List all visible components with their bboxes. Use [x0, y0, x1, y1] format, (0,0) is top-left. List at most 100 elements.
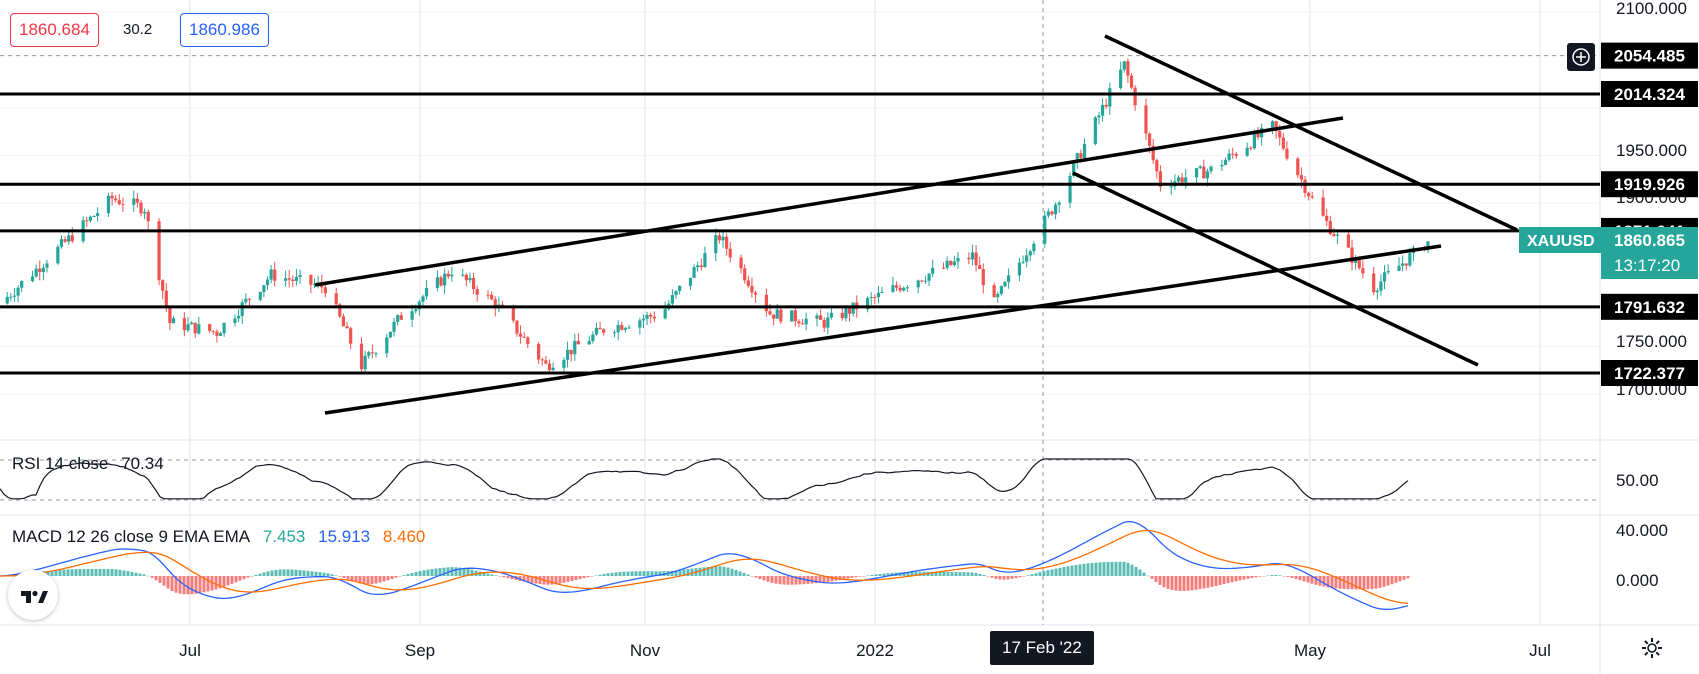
- candle-body: [1093, 117, 1097, 144]
- candle-body: [1372, 273, 1376, 293]
- ask-price[interactable]: 1860.986: [180, 13, 269, 47]
- time-axis[interactable]: Jul Sep Nov 2022 May Jul: [179, 641, 1551, 660]
- macd-histogram-bar: [362, 576, 366, 585]
- trendlines[interactable]: [314, 34, 1518, 415]
- candle-body: [410, 311, 414, 320]
- macd-histogram-bar: [786, 576, 790, 585]
- rsi-legend[interactable]: RSI 14 close 70.34: [12, 454, 172, 474]
- macd-histogram-bar: [106, 568, 110, 576]
- macd-histogram-bar: [1222, 576, 1226, 585]
- candle-body: [157, 221, 161, 281]
- candle-body: [1006, 275, 1011, 282]
- macd-histogram-bar: [222, 576, 226, 587]
- macd-histogram-bar: [258, 573, 262, 576]
- spread-value: 30.2: [123, 21, 153, 38]
- candle-body: [1205, 171, 1210, 179]
- price-axis[interactable]: 2100.0002000.0001950.0001900.0001750.000…: [1519, 0, 1698, 590]
- macd-histogram-bar: [1002, 576, 1006, 580]
- symbol-tag-label: XAUUSD: [1527, 233, 1595, 250]
- macd-histogram-bar: [1178, 576, 1182, 591]
- candle-body: [186, 324, 190, 331]
- macd-histogram-bar: [214, 576, 218, 590]
- candle-body: [1285, 148, 1289, 159]
- gear-icon[interactable]: [1640, 636, 1664, 660]
- macd-legend[interactable]: MACD 12 26 close 9 EMA EMA 7.453 15.913 …: [12, 527, 433, 547]
- candle-body: [1169, 186, 1173, 188]
- macd-histogram-bar: [654, 571, 658, 576]
- macd-histogram-bar: [1270, 575, 1274, 576]
- macd-histogram-bar: [730, 568, 734, 576]
- candle-body: [96, 213, 100, 217]
- bid-price[interactable]: 1860.684: [10, 13, 99, 47]
- candle-body: [1133, 87, 1137, 106]
- macd-histogram-bar: [1398, 576, 1402, 582]
- candle-body: [374, 353, 378, 355]
- candle-body: [594, 327, 599, 335]
- candle-body: [526, 337, 530, 345]
- candle-body: [1180, 177, 1184, 183]
- time-tick-label: Jul: [179, 641, 201, 660]
- candle-body: [1234, 154, 1238, 156]
- price-level-tag-label: 2054.485: [1614, 47, 1685, 66]
- candle-body: [898, 287, 902, 291]
- countdown-label: 13:17:20: [1614, 256, 1680, 275]
- candle-body: [164, 290, 168, 307]
- candle-body: [1332, 234, 1336, 236]
- macd-histogram-bar: [502, 576, 506, 578]
- macd-histogram-bar: [794, 576, 798, 585]
- candle-body: [110, 195, 114, 199]
- add-plus-icon[interactable]: [1567, 43, 1595, 71]
- candle-body: [992, 285, 996, 298]
- candle-body: [222, 322, 226, 334]
- macd-histogram-bar: [1134, 566, 1138, 576]
- candle-body: [743, 268, 747, 281]
- candle-body: [1184, 177, 1188, 183]
- candle-body: [627, 327, 631, 329]
- candle-body: [1147, 133, 1152, 146]
- macd-histogram-bar: [1246, 576, 1250, 579]
- macd-histogram-bar: [458, 567, 462, 576]
- candle-body: [1068, 176, 1072, 203]
- macd-histogram-bar: [538, 576, 542, 585]
- candle-body: [363, 355, 367, 370]
- candle-body: [443, 273, 447, 286]
- candle-body: [399, 315, 403, 320]
- candles: [5, 58, 1430, 375]
- macd-histogram-bar: [878, 573, 882, 576]
- macd-title: MACD 12 26 close 9 EMA EMA: [12, 527, 251, 546]
- macd-histogram-bar: [62, 569, 66, 576]
- price-level-tag: [1601, 360, 1698, 386]
- macd-histogram-bar: [622, 571, 626, 576]
- candle-body: [45, 263, 49, 268]
- candle-body: [439, 277, 443, 286]
- candle-body: [797, 321, 801, 324]
- macd-axis-label: 0.000: [1616, 571, 1659, 590]
- macd-histogram-bar: [242, 576, 246, 580]
- macd-histogram-bar: [1326, 576, 1330, 588]
- macd-histogram-bar: [958, 572, 962, 576]
- macd-histogram-bar: [50, 570, 54, 576]
- macd-histogram-bar: [462, 568, 466, 576]
- macd-histogram-bar: [690, 568, 694, 576]
- candle-body: [471, 277, 476, 290]
- candle-body: [114, 198, 118, 201]
- tradingview-logo-icon[interactable]: [8, 570, 58, 620]
- candle-body: [970, 252, 975, 260]
- macd-histogram-bar: [1290, 576, 1294, 578]
- macd-histogram-bar: [1354, 576, 1358, 590]
- candle-body: [258, 291, 262, 300]
- macd-histogram-bar: [374, 576, 378, 584]
- candle-body: [338, 304, 342, 317]
- candle-body: [822, 319, 826, 328]
- macd-histogram-bar: [558, 576, 562, 584]
- macd-histogram-bar: [1242, 576, 1246, 580]
- macd-histogram-bar: [266, 571, 270, 576]
- candle-body: [1155, 160, 1159, 172]
- candle-body: [620, 324, 624, 330]
- candle-body: [211, 330, 215, 332]
- candle-body: [916, 280, 920, 288]
- candle-body: [847, 308, 852, 314]
- macd-histogram-bar: [1102, 562, 1106, 576]
- horizontal-levels[interactable]: [0, 92, 1600, 375]
